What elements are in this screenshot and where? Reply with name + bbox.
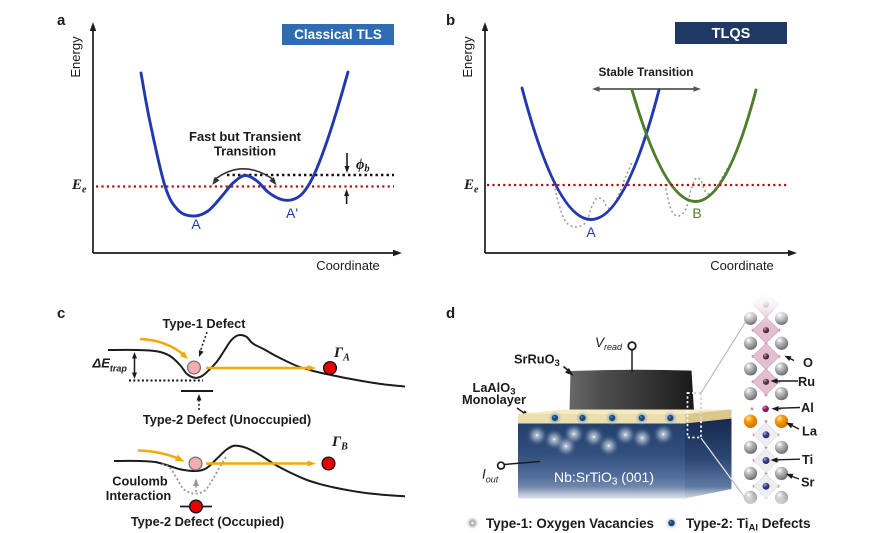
svg-text:B: B: [692, 205, 701, 221]
svg-text:Monolayer: Monolayer: [462, 392, 526, 407]
svg-text:Type-2 Defect (Occupied): Type-2 Defect (Occupied): [131, 514, 284, 529]
svg-text:Nb:SrTiO3 (001): Nb:SrTiO3 (001): [554, 469, 654, 488]
svg-text:b: b: [446, 12, 455, 29]
svg-text:Classical TLS: Classical TLS: [294, 27, 382, 42]
svg-text:A: A: [191, 216, 201, 232]
svg-text:Sr: Sr: [801, 475, 815, 490]
svg-text:A: A: [586, 224, 596, 240]
svg-text:La: La: [802, 424, 818, 439]
svg-text:Ru: Ru: [798, 374, 815, 389]
svg-text:Fast but Transient: Fast but Transient: [189, 129, 302, 144]
svg-text:Type-1 Defect: Type-1 Defect: [163, 316, 247, 331]
svg-text:Coordinate: Coordinate: [710, 258, 774, 273]
svg-text:Type-1: Oxygen Vacancies: Type-1: Oxygen Vacancies: [486, 516, 654, 531]
svg-text:Interaction: Interaction: [106, 488, 172, 503]
svg-text:Energy: Energy: [68, 36, 83, 78]
svg-text:LaAlO3: LaAlO3: [473, 380, 516, 398]
svg-text:Ti: Ti: [802, 452, 813, 467]
svg-text:Stable Transition: Stable Transition: [598, 65, 693, 79]
svg-text:Transition: Transition: [214, 143, 276, 158]
svg-text:TLQS: TLQS: [712, 26, 751, 42]
svg-text:Type-2 Defect (Unoccupied): Type-2 Defect (Unoccupied): [143, 412, 311, 427]
svg-text:SrRuO3: SrRuO3: [514, 352, 560, 370]
svg-text:d: d: [446, 305, 455, 322]
svg-text:Type-2: TiAl Defects: Type-2: TiAl Defects: [686, 516, 811, 533]
svg-text:O: O: [803, 355, 813, 370]
svg-text:Energy: Energy: [460, 36, 475, 78]
svg-text:Coulomb: Coulomb: [112, 474, 168, 489]
svg-text:A': A': [286, 205, 298, 221]
svg-text:Coordinate: Coordinate: [316, 258, 380, 273]
svg-text:Al: Al: [801, 400, 814, 415]
svg-text:c: c: [57, 305, 65, 322]
svg-text:a: a: [57, 12, 66, 29]
